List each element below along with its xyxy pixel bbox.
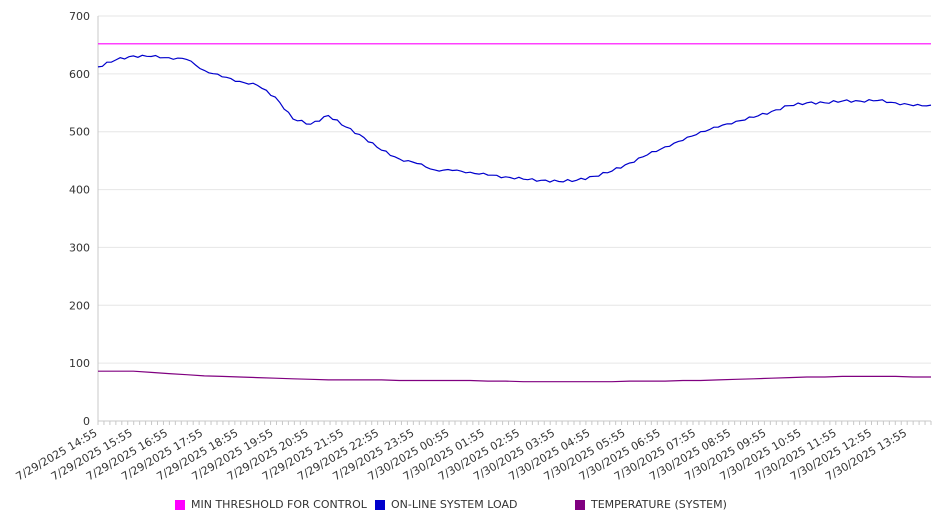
y-tick-label: 400 (69, 184, 90, 197)
y-tick-labels: 0 100 200 300 400 500 600 700 (69, 10, 90, 428)
legend-label-threshold: MIN THRESHOLD FOR CONTROL (191, 498, 367, 511)
axes (97, 16, 932, 425)
x-tick-labels: 7/29/2025 14:557/29/2025 15:557/29/2025 … (14, 426, 909, 483)
legend-swatch-threshold (175, 499, 185, 510)
y-tick-label: 600 (69, 68, 90, 81)
y-tick-label: 100 (69, 357, 90, 370)
legend-swatch-temperature (575, 499, 585, 510)
y-tick-label: 0 (83, 415, 90, 428)
series-line-system-load (97, 54, 932, 183)
gridlines (98, 15, 931, 422)
legend-item-temperature: TEMPERATURE (SYSTEM) (575, 498, 727, 511)
y-tick-label: 700 (69, 10, 90, 23)
series-lines (97, 43, 932, 383)
y-tick-label: 200 (69, 299, 90, 312)
legend-label-temperature: TEMPERATURE (SYSTEM) (591, 498, 727, 511)
legend-label-system-load: ON-LINE SYSTEM LOAD (391, 498, 518, 511)
y-tick-label: 300 (69, 241, 90, 254)
series-line-temperature (98, 370, 931, 383)
y-tick-label: 500 (69, 126, 90, 139)
legend: MIN THRESHOLD FOR CONTROL ON-LINE SYSTEM… (0, 498, 946, 514)
legend-item-system-load: ON-LINE SYSTEM LOAD (375, 498, 517, 511)
legend-swatch-system-load (375, 499, 385, 510)
legend-item-threshold: MIN THRESHOLD FOR CONTROL (175, 498, 367, 511)
